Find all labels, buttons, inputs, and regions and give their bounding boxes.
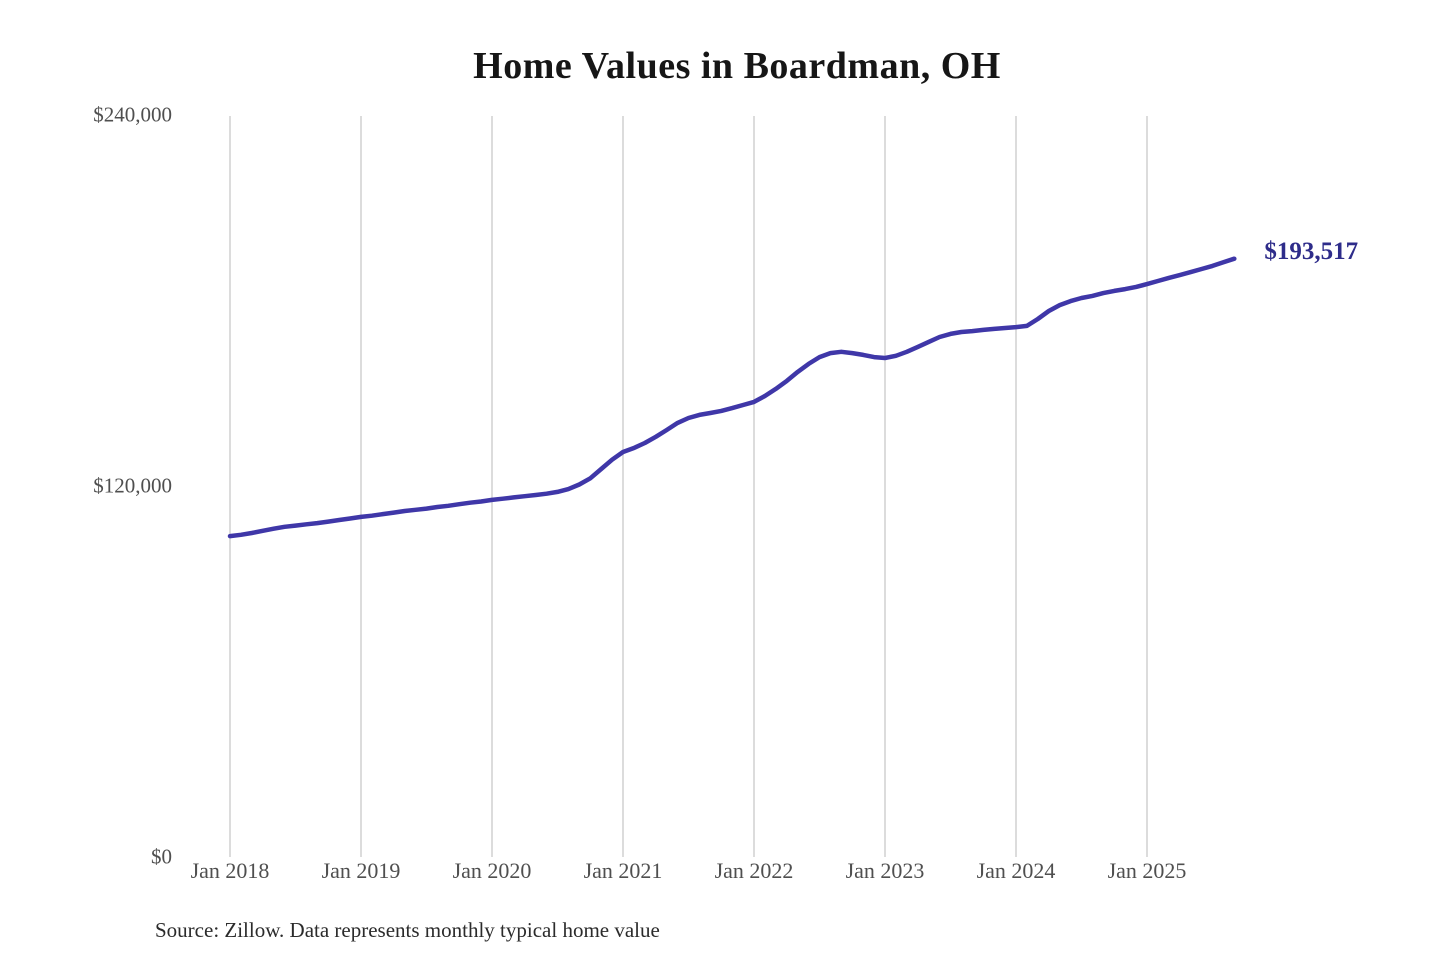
gridlines: [229, 116, 1148, 857]
x-tick-label: Jan 2020: [452, 858, 532, 883]
source-note: Source: Zillow. Data represents monthly …: [155, 918, 660, 942]
x-tick-label: Jan 2022: [714, 858, 794, 883]
y-tick-label: $240,000: [93, 102, 172, 127]
y-tick-label: $120,000: [93, 473, 172, 498]
x-tick-label: Jan 2018: [190, 858, 270, 883]
x-tick-label: Jan 2024: [976, 858, 1056, 883]
chart-title: Home Values in Boardman, OH: [473, 45, 1001, 87]
x-tick-label: Jan 2025: [1107, 858, 1187, 883]
y-tick-label: $0: [151, 844, 172, 869]
latest-value-label: $193,517: [1264, 237, 1359, 265]
home-value-line: [227, 256, 1237, 539]
x-tick-label: Jan 2023: [845, 858, 925, 883]
x-tick-label: Jan 2021: [583, 858, 663, 883]
x-tick-label: Jan 2019: [321, 858, 401, 883]
